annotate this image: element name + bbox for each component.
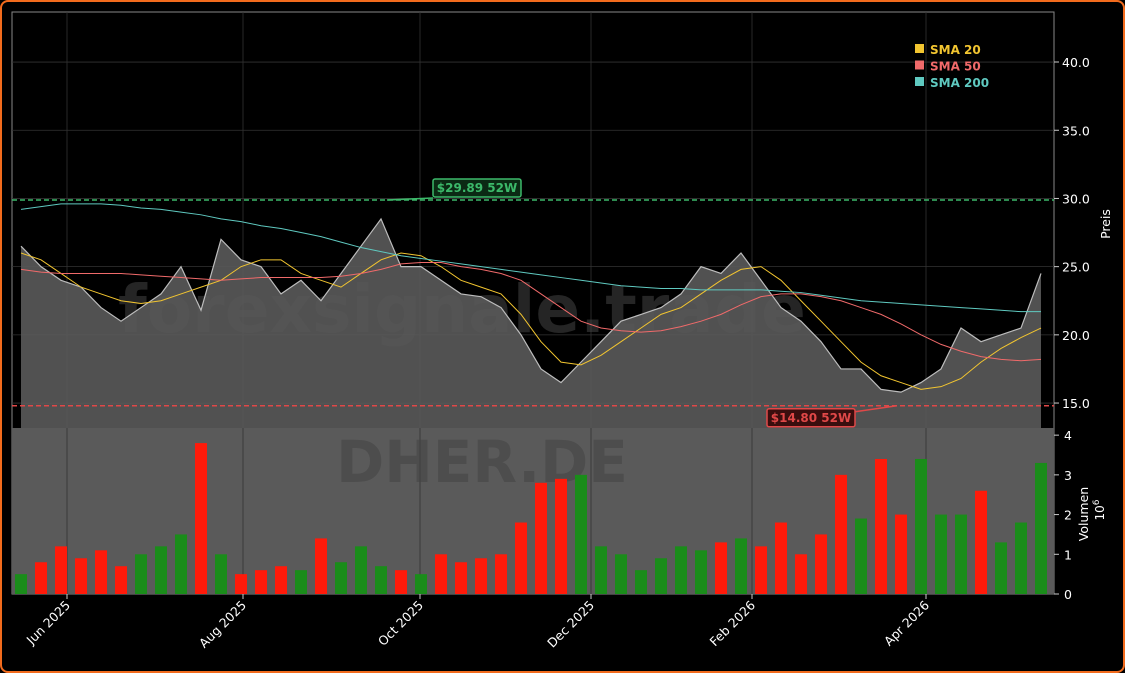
volume-bar bbox=[55, 546, 67, 594]
sma-line bbox=[20, 252, 1042, 390]
volume-bar bbox=[715, 542, 727, 594]
annotation-box bbox=[432, 178, 522, 198]
volume-bar bbox=[395, 570, 407, 594]
price-line bbox=[20, 217, 1042, 393]
volume-bar bbox=[935, 514, 947, 594]
volume-bar bbox=[1035, 462, 1047, 594]
volume-bar bbox=[975, 490, 987, 594]
legend-label: SMA 200 bbox=[930, 76, 989, 90]
legend-swatch bbox=[915, 60, 924, 70]
volume-bar bbox=[695, 550, 707, 594]
y-axis-label: Preis bbox=[1098, 209, 1113, 239]
x-tick-label: Feb 2026 bbox=[707, 597, 759, 649]
y-tick-label: 4 bbox=[1064, 428, 1072, 443]
volume-bar bbox=[155, 546, 167, 594]
volume-bar bbox=[455, 562, 467, 594]
volume-bar bbox=[175, 534, 187, 594]
volume-bar bbox=[755, 546, 767, 594]
annotation-box bbox=[766, 408, 856, 428]
volume-bar bbox=[315, 538, 327, 594]
volume-bar bbox=[95, 550, 107, 594]
volume-bar bbox=[995, 542, 1007, 594]
volume-bar bbox=[415, 574, 427, 594]
volume-bar bbox=[495, 554, 507, 594]
volume-bar bbox=[535, 482, 547, 594]
volume-bar bbox=[135, 554, 147, 594]
volume-multiplier: 106 bbox=[1092, 499, 1107, 520]
volume-bar bbox=[235, 574, 247, 594]
x-tick-label: Apr 2026 bbox=[881, 597, 932, 648]
volume-bar bbox=[195, 443, 207, 594]
sma-line bbox=[20, 203, 1041, 313]
y-tick-label: 15.0 bbox=[1062, 396, 1090, 411]
legend-label: SMA 20 bbox=[930, 43, 981, 57]
price-area bbox=[21, 218, 1041, 428]
volume-bar bbox=[35, 562, 47, 594]
x-tick-label: Jun 2025 bbox=[23, 598, 73, 648]
y-tick-label: 35.0 bbox=[1062, 123, 1090, 138]
x-tick-label: Oct 2025 bbox=[375, 598, 426, 649]
volume-bar bbox=[775, 522, 787, 594]
volume-bar bbox=[655, 558, 667, 594]
volume-bar bbox=[1015, 522, 1027, 594]
y-tick-label: 1 bbox=[1064, 547, 1072, 562]
volume-bar bbox=[595, 546, 607, 594]
volume-bar bbox=[875, 458, 887, 594]
volume-bar bbox=[835, 474, 847, 594]
volume-bar bbox=[795, 554, 807, 594]
volume-bar bbox=[435, 554, 447, 594]
volume-bar bbox=[375, 566, 387, 594]
volume-bar bbox=[895, 514, 907, 594]
x-tick-label: Dec 2025 bbox=[544, 598, 597, 651]
annotation-label: $14.80 52W bbox=[771, 411, 851, 425]
volume-bar bbox=[15, 574, 27, 594]
y-tick-label: 2 bbox=[1064, 508, 1072, 523]
y-tick-label: 30.0 bbox=[1062, 191, 1090, 206]
legend-swatch bbox=[915, 44, 924, 53]
sma-line bbox=[20, 262, 1042, 362]
volume-bar bbox=[855, 518, 867, 594]
volume-bar bbox=[735, 538, 747, 594]
y-tick-label: 25.0 bbox=[1062, 260, 1090, 275]
volume-bar bbox=[555, 478, 567, 594]
x-tick-label: Aug 2025 bbox=[196, 598, 249, 651]
multiplier-exponent: 6 bbox=[1092, 499, 1102, 505]
volume-bar bbox=[575, 474, 587, 594]
volume-bar bbox=[815, 534, 827, 594]
volume-bar bbox=[215, 554, 227, 594]
multiplier-base: 10 bbox=[1093, 505, 1107, 520]
volume-bar bbox=[115, 566, 127, 594]
volume-bar bbox=[635, 570, 647, 594]
annotation-arrow bbox=[386, 197, 434, 201]
volume-bar bbox=[615, 554, 627, 594]
volume-bar bbox=[915, 458, 927, 594]
annotation-label: $29.89 52W bbox=[437, 181, 517, 195]
volume-axis-label: Volumen bbox=[1076, 487, 1091, 541]
volume-bar bbox=[295, 570, 307, 594]
volume-bar bbox=[955, 514, 967, 594]
annotation-arrow bbox=[854, 405, 898, 413]
volume-bar bbox=[675, 546, 687, 594]
y-tick-label: 3 bbox=[1064, 468, 1072, 483]
volume-bar bbox=[75, 558, 87, 594]
legend-swatch bbox=[915, 77, 924, 86]
volume-bar bbox=[335, 562, 347, 594]
legend-label: SMA 50 bbox=[930, 60, 981, 74]
y-tick-label: 20.0 bbox=[1062, 328, 1090, 343]
volume-bar bbox=[515, 522, 527, 594]
volume-bar bbox=[255, 570, 267, 594]
y-tick-label: 0 bbox=[1064, 587, 1072, 602]
volume-bar bbox=[475, 558, 487, 594]
volume-bar bbox=[355, 546, 367, 594]
volume-bar bbox=[275, 566, 287, 594]
y-tick-label: 40.0 bbox=[1062, 55, 1090, 70]
